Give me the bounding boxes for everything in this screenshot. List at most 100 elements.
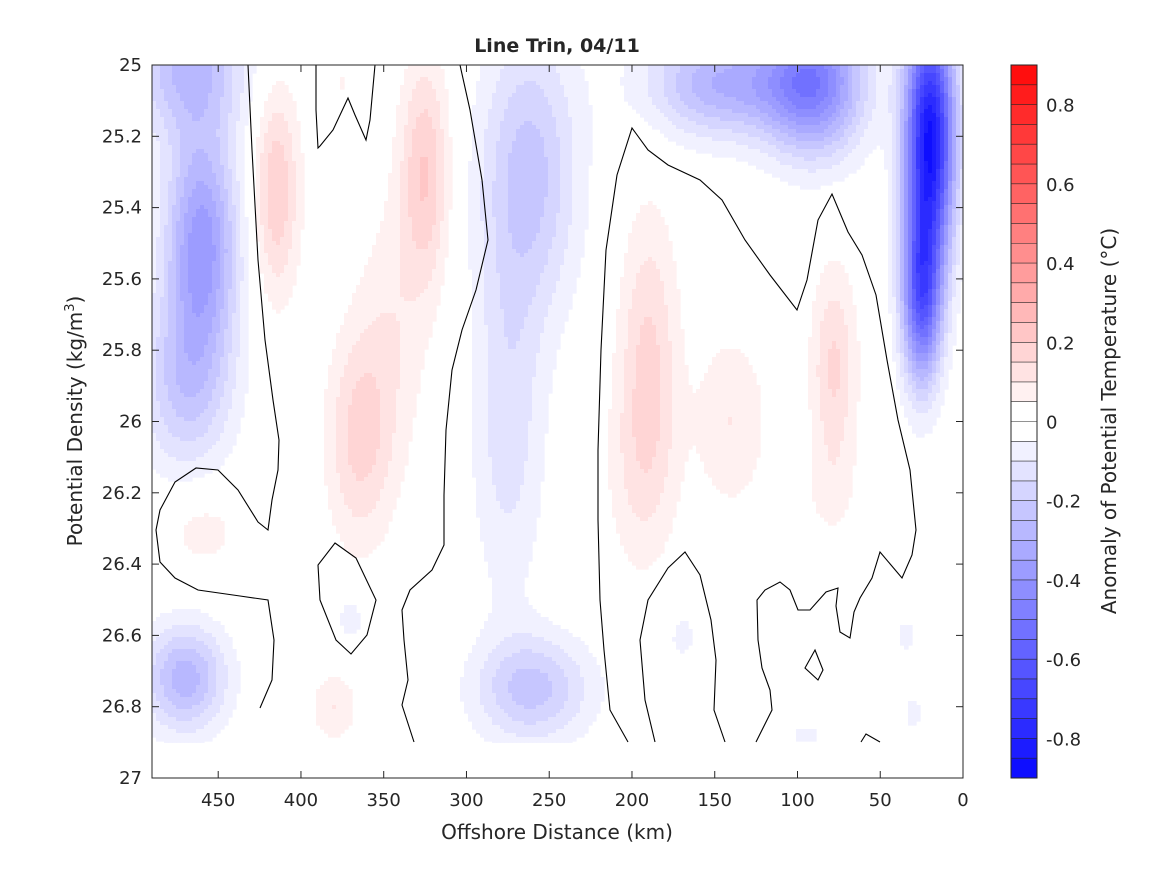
anomaly-cell bbox=[880, 89, 885, 94]
anomaly-cell bbox=[188, 129, 193, 134]
anomaly-cell bbox=[796, 85, 801, 90]
anomaly-cell bbox=[232, 205, 237, 210]
anomaly-cell bbox=[172, 133, 177, 138]
anomaly-cell bbox=[908, 77, 913, 82]
anomaly-cell bbox=[752, 109, 757, 114]
anomaly-cell bbox=[496, 81, 501, 86]
anomaly-cell bbox=[584, 113, 589, 118]
anomaly-cell bbox=[496, 129, 501, 134]
anomaly-cell bbox=[836, 89, 841, 94]
anomaly-cell bbox=[924, 89, 929, 94]
anomaly-cell bbox=[812, 185, 817, 190]
anomaly-cell bbox=[824, 89, 829, 94]
anomaly-cell bbox=[480, 129, 485, 134]
anomaly-cell bbox=[832, 69, 837, 74]
anomaly-cell bbox=[440, 101, 445, 106]
anomaly-cell bbox=[388, 173, 393, 178]
anomaly-cell bbox=[504, 89, 509, 94]
anomaly-cell bbox=[224, 137, 229, 142]
anomaly-cell bbox=[832, 117, 837, 122]
anomaly-cell bbox=[164, 121, 169, 126]
anomaly-cell bbox=[760, 93, 765, 98]
anomaly-cell bbox=[560, 193, 565, 198]
anomaly-cell bbox=[948, 73, 953, 78]
anomaly-cell bbox=[700, 73, 705, 78]
anomaly-cell bbox=[224, 125, 229, 130]
anomaly-cell bbox=[432, 129, 437, 134]
anomaly-cell bbox=[572, 101, 577, 106]
anomaly-cell bbox=[196, 113, 201, 118]
anomaly-cell bbox=[200, 113, 205, 118]
anomaly-cell bbox=[484, 97, 489, 102]
anomaly-cell bbox=[172, 137, 177, 142]
anomaly-cell bbox=[208, 209, 213, 214]
anomaly-cell bbox=[936, 69, 941, 74]
anomaly-cell bbox=[520, 141, 525, 146]
anomaly-cell bbox=[416, 129, 421, 134]
anomaly-cell bbox=[944, 97, 949, 102]
anomaly-cell bbox=[672, 117, 677, 122]
anomaly-cell bbox=[156, 81, 161, 86]
anomaly-cell bbox=[228, 89, 233, 94]
anomaly-cell bbox=[752, 145, 757, 150]
anomaly-cell bbox=[744, 89, 749, 94]
anomaly-cell bbox=[796, 137, 801, 142]
anomaly-cell bbox=[776, 169, 781, 174]
anomaly-cell bbox=[268, 125, 273, 130]
anomaly-cell bbox=[296, 141, 301, 146]
anomaly-cell bbox=[720, 125, 725, 130]
anomaly-cell bbox=[168, 141, 173, 146]
anomaly-cell bbox=[432, 205, 437, 210]
anomaly-cell bbox=[916, 149, 921, 154]
anomaly-cell bbox=[216, 205, 221, 210]
anomaly-cell bbox=[296, 125, 301, 130]
anomaly-cell bbox=[392, 153, 397, 158]
anomaly-cell bbox=[424, 65, 429, 70]
anomaly-cell bbox=[572, 93, 577, 98]
anomaly-cell bbox=[236, 85, 241, 90]
anomaly-cell bbox=[704, 73, 709, 78]
anomaly-cell bbox=[164, 73, 169, 78]
anomaly-cell bbox=[948, 105, 953, 110]
anomaly-cell bbox=[528, 149, 533, 154]
anomaly-cell bbox=[488, 121, 493, 126]
anomaly-cell bbox=[756, 121, 761, 126]
anomaly-cell bbox=[152, 193, 157, 198]
anomaly-cell bbox=[536, 93, 541, 98]
anomaly-cell bbox=[844, 125, 849, 130]
anomaly-cell bbox=[780, 77, 785, 82]
anomaly-cell bbox=[200, 65, 205, 70]
anomaly-cell bbox=[184, 133, 189, 138]
anomaly-cell bbox=[920, 113, 925, 118]
anomaly-cell bbox=[572, 65, 577, 70]
anomaly-cell bbox=[172, 173, 177, 178]
anomaly-cell bbox=[784, 97, 789, 102]
anomaly-cell bbox=[672, 129, 677, 134]
anomaly-cell bbox=[484, 145, 489, 150]
anomaly-cell bbox=[528, 101, 533, 106]
anomaly-cell bbox=[400, 109, 405, 114]
anomaly-cell bbox=[492, 133, 497, 138]
anomaly-cell bbox=[296, 153, 301, 158]
anomaly-cell bbox=[648, 109, 653, 114]
anomaly-cell bbox=[572, 113, 577, 118]
anomaly-cell bbox=[832, 93, 837, 98]
anomaly-cell bbox=[832, 73, 837, 78]
anomaly-cell bbox=[404, 109, 409, 114]
anomaly-cell bbox=[280, 113, 285, 118]
anomaly-cell bbox=[408, 141, 413, 146]
anomaly-cell bbox=[952, 113, 957, 118]
anomaly-cell bbox=[940, 145, 945, 150]
anomaly-cell bbox=[156, 65, 161, 70]
anomaly-cell bbox=[700, 117, 705, 122]
anomaly-cell bbox=[152, 85, 157, 90]
anomaly-cell bbox=[816, 81, 821, 86]
anomaly-cell bbox=[204, 177, 209, 182]
anomaly-cell bbox=[496, 169, 501, 174]
anomaly-cell bbox=[716, 73, 721, 78]
anomaly-cell bbox=[476, 125, 481, 130]
anomaly-cell bbox=[916, 205, 921, 210]
anomaly-cell bbox=[816, 97, 821, 102]
anomaly-cell bbox=[180, 101, 185, 106]
anomaly-cell bbox=[720, 133, 725, 138]
